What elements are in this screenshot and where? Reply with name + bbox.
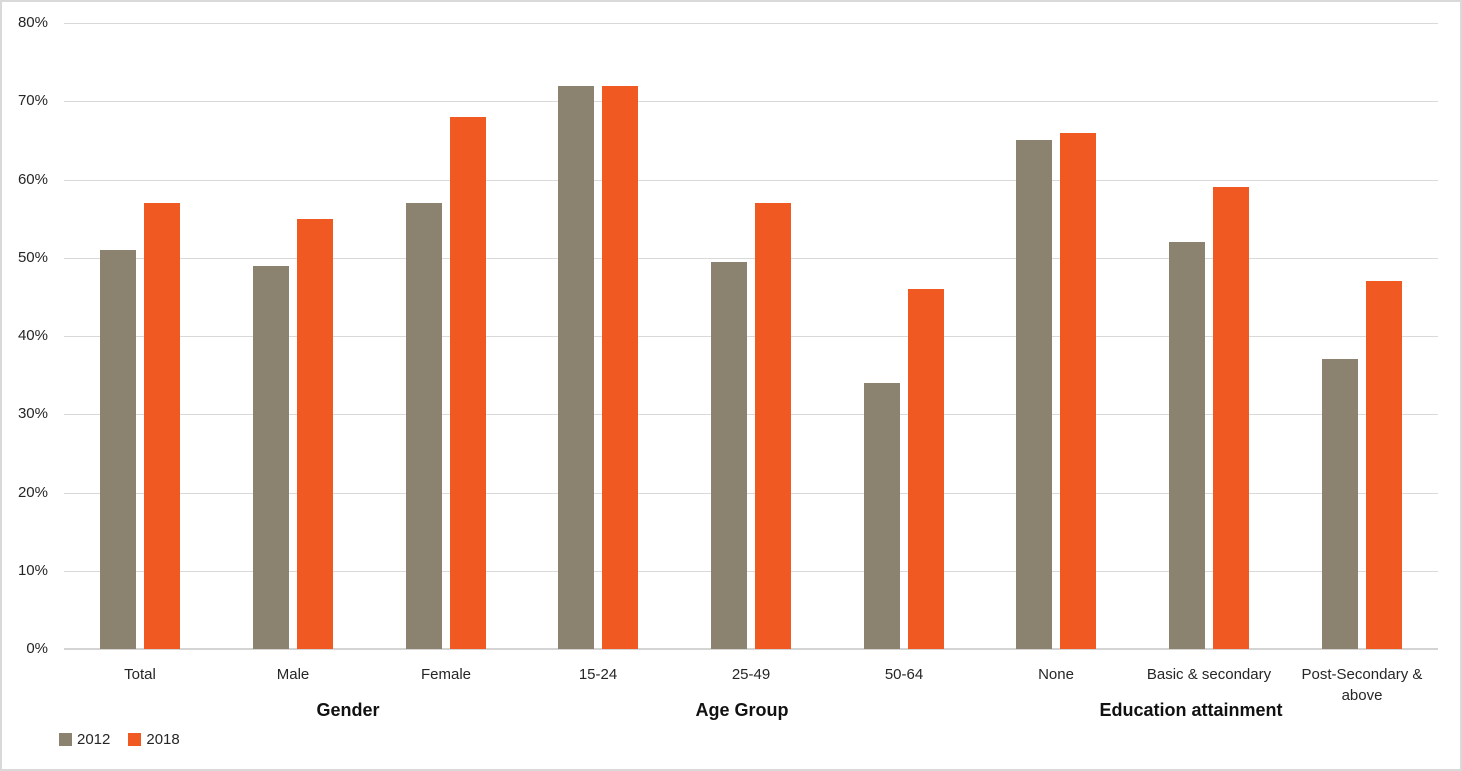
gridline-20 [64,493,1438,494]
bar-2012-25-49 [711,262,747,649]
bar-2012-basic-secondary [1169,242,1205,649]
bar-2018-female [450,117,486,649]
x-axis-label-basic-secondary: Basic & secondary [1146,666,1272,683]
chart-legend: 2012 2018 [59,731,180,748]
x-axis-label-total: Total [124,666,156,683]
legend-swatch-2012 [59,733,72,746]
legend-swatch-2018 [128,733,142,746]
bar-2018-male [297,219,333,649]
legend-label-2012: 2012 [77,731,111,748]
y-axis-label-60: 60% [17,171,48,188]
bar-2012-female [406,203,442,649]
bar-2012-post-secondary-above [1322,359,1358,649]
gridline-70 [64,101,1438,102]
y-axis-label-10: 10% [17,562,48,579]
bar-2012-15-24 [558,86,594,649]
x-axis-line [64,648,1438,650]
y-axis-label-40: 40% [17,327,48,344]
bar-2012-none [1016,140,1052,649]
group-label-gender: Gender [316,700,380,720]
x-axis-label-15-24: 15-24 [578,666,618,683]
y-axis-label-30: 30% [17,405,48,422]
x-axis-label-female: Female [420,666,472,683]
bar-2018-total [144,203,180,649]
x-axis-label-male: Male [276,666,310,683]
y-axis-label-70: 70% [17,92,48,109]
x-axis-label-25-49: 25-49 [731,666,771,683]
gridline-10 [64,571,1438,572]
group-label-age-group: Age Group [695,700,789,720]
bar-2012-male [253,266,289,649]
bar-2018-15-24 [602,86,638,649]
gridline-80 [64,23,1438,24]
bar-2012-50-64 [864,383,900,649]
y-axis-label-80: 80% [17,14,48,31]
y-axis-label-50: 50% [17,249,48,266]
x-axis-label-50-64: 50-64 [884,666,924,683]
legend-item-2012: 2012 [59,731,110,748]
bar-2018-50-64 [908,289,944,649]
y-axis-label-0: 0% [26,640,48,657]
legend-label-2018: 2018 [146,731,180,748]
gridline-30 [64,414,1438,415]
gridline-50 [64,258,1438,259]
bar-2018-basic-secondary [1213,187,1249,649]
bar-2018-post-secondary-above [1366,281,1402,649]
group-label-education-attainment: Education attainment [1099,700,1283,720]
legend-item-2018: 2018 [128,731,180,748]
y-axis-label-20: 20% [17,484,48,501]
bar-2012-total [100,250,136,649]
gridline-60 [64,180,1438,181]
x-axis-label-none: None [1038,666,1074,683]
gridline-40 [64,336,1438,337]
x-axis-label-post-secondary-above: Post-Secondary & above [1301,666,1423,704]
bar-2018-25-49 [755,203,791,649]
bar-2018-none [1060,133,1096,649]
